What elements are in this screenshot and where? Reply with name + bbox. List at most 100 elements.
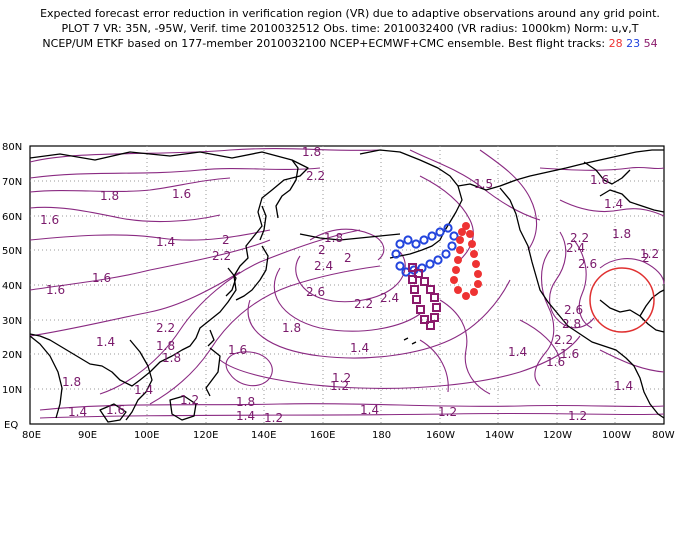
flight-track-28 (450, 222, 482, 300)
lon-label: 80E (22, 430, 41, 441)
lon-label: 80W (652, 430, 675, 441)
lat-label: 80N (2, 142, 22, 153)
contour-label: 1.2 (264, 411, 283, 425)
lon-label: 180 (372, 430, 391, 441)
contour-label: 1.6 (106, 403, 125, 417)
contour-label: 2.2 (554, 333, 573, 347)
contour-label: 1.2 (568, 409, 587, 423)
lat-label: 20N (2, 350, 22, 361)
lat-label: 30N (2, 316, 22, 327)
lat-label: EQ (4, 420, 18, 431)
verification-region-circle (589, 267, 655, 333)
contour-label: 1.6 (590, 173, 609, 187)
contour-label: 2 (344, 251, 352, 265)
contour-label: 1.8 (162, 351, 181, 365)
contour-label: 1.4 (350, 341, 369, 355)
contour-label: 1.6 (92, 271, 111, 285)
contour-label: 2.2 (306, 169, 325, 183)
lon-label: 100E (134, 430, 159, 441)
hudson-bay-coastline (583, 161, 631, 185)
contour-lines (29, 148, 665, 419)
grid-lines (30, 146, 664, 424)
contour-label: 2.2 (156, 321, 175, 335)
contour-label: 1.6 (172, 187, 191, 201)
contour-label: 1.4 (236, 409, 255, 423)
track-label-54: 54 (643, 37, 658, 50)
lon-label: 120E (193, 430, 218, 441)
contour-label: 1.2 (640, 247, 659, 261)
contour-label: 2.4 (566, 241, 585, 255)
latitude-labels: 80N 70N 60N 50N 40N 30N 20N 10N EQ (2, 142, 22, 431)
contour-label: 1.6 (546, 355, 565, 369)
contour-label: 1.4 (156, 235, 175, 249)
lat-label: 70N (2, 177, 22, 188)
coastlines (29, 149, 665, 423)
hawaii-coastline (403, 337, 417, 345)
contour-label: 1.6 (228, 343, 247, 357)
header-plot-info: PLOT 7 VR: 35N, -95W, Verif. time 201003… (61, 22, 639, 35)
aleutian-coastline (299, 233, 401, 241)
gulf-coastline (599, 299, 665, 333)
lat-label: 60N (2, 212, 22, 223)
contour-label: 2 (318, 243, 326, 257)
contour-label: 1.2 (438, 405, 457, 419)
sakhalin-coastline (259, 205, 267, 241)
track-label-23: 23 (626, 37, 641, 50)
contour-label: 1.4 (614, 379, 633, 393)
contour-label: 1.4 (68, 405, 87, 419)
taiwan-coastline (207, 329, 215, 347)
contour-label: 1.8 (282, 321, 301, 335)
contour-label: 2.2 (212, 249, 231, 263)
great-lakes-coastline (599, 189, 665, 213)
lon-label: 140W (485, 430, 514, 441)
contour-label: 1.8 (100, 189, 119, 203)
contour-label: 1.4 (604, 197, 623, 211)
contour-label: 1.8 (324, 231, 343, 245)
sumatra-coastline (99, 403, 127, 423)
plot-header: Expected forecast error reduction in ver… (0, 6, 700, 51)
west-coast-coastline (499, 187, 665, 419)
contour-label: 1.6 (40, 213, 59, 227)
lon-label: 160E (310, 430, 335, 441)
contour-label: 1.8 (612, 227, 631, 241)
contour-label: 2.2 (570, 231, 589, 245)
contour-label: 1.4 (508, 345, 527, 359)
japan-coastline (235, 245, 269, 301)
florida-coastline (639, 289, 665, 317)
contour-label: 1.8 (302, 145, 321, 159)
alaska-coastline (359, 149, 463, 259)
lat-label: 40N (2, 281, 22, 292)
flight-track-54 (408, 263, 441, 330)
lon-label: 100W (602, 430, 631, 441)
contour-labels: 1.8 2.2 1.6 1.6 1.8 1.4 2 2.2 1.8 2 2.4 … (40, 145, 659, 425)
contour-label: 1.4 (96, 335, 115, 349)
borneo-coastline (169, 395, 197, 421)
contour-label: 1.2 (332, 371, 351, 385)
contour-label: 1.8 (62, 375, 81, 389)
contour-label: 1.8 (156, 339, 175, 353)
header-ensemble-text: NCEP/UM ETKF based on 177-member 2010032… (42, 37, 606, 50)
north-america-coastline (457, 149, 664, 191)
track-label-28: 28 (608, 37, 623, 50)
lon-label: 160W (426, 430, 455, 441)
contour-label: 1.5 (474, 177, 493, 191)
contour-label: 1.4 (360, 403, 379, 417)
lat-label: 50N (2, 246, 22, 257)
header-title: Expected forecast error reduction in ver… (40, 7, 660, 20)
contour-label: 2.2 (354, 297, 373, 311)
contour-label: 2 (642, 251, 650, 265)
contour-label: 2.4 (380, 291, 399, 305)
contour-label: 1.2 (180, 393, 199, 407)
header-ensemble-info: NCEP/UM ETKF based on 177-member 2010032… (0, 36, 700, 51)
india-coastline (29, 335, 63, 419)
contour-label: 2 (222, 233, 230, 247)
asia-coastline (29, 151, 309, 387)
longitude-labels: 80E 90E 100E 120E 140E 160E 180 160W 140… (22, 430, 675, 441)
contour-label: 2.6 (306, 285, 325, 299)
indochina-coastline (125, 339, 153, 421)
contour-label: 1.2 (330, 379, 349, 393)
lat-label: 10N (2, 385, 22, 396)
contour-label: 1.6 (46, 283, 65, 297)
philippines-coastline (205, 347, 221, 397)
